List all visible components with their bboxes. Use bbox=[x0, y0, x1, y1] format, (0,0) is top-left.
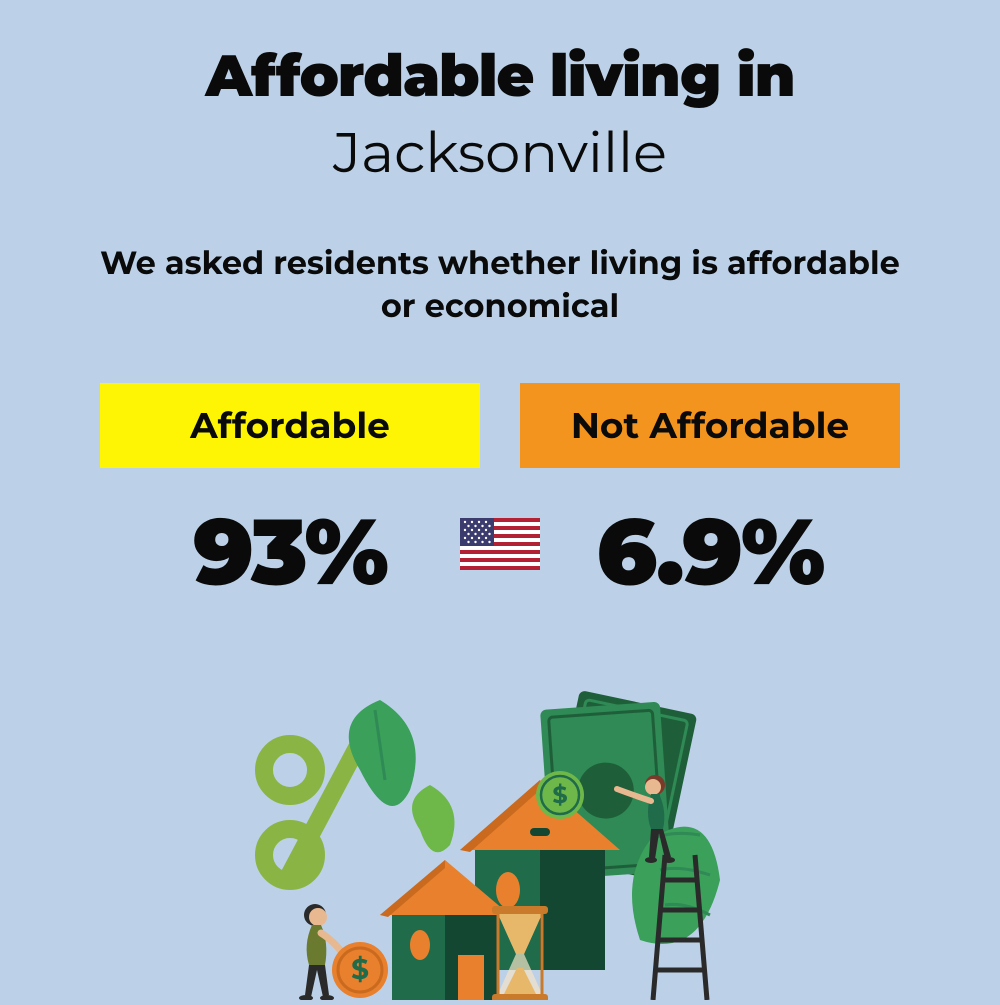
svg-text:$: $ bbox=[552, 781, 567, 810]
stat-value-not-affordable: 6.9% bbox=[597, 496, 824, 608]
stats-row: Affordable 93% bbox=[0, 383, 1000, 608]
stat-not-affordable: Not Affordable 6.9% bbox=[520, 383, 900, 608]
stat-label-affordable: Affordable bbox=[100, 383, 480, 468]
savings-illustration: $ bbox=[220, 680, 780, 1000]
stat-label-not-affordable: Not Affordable bbox=[520, 383, 900, 468]
title-line-1: Affordable living in bbox=[0, 40, 1000, 111]
stat-affordable: Affordable 93% bbox=[100, 383, 480, 608]
stat-value-affordable: 93% bbox=[193, 496, 387, 608]
subtitle-text: We asked residents whether living is aff… bbox=[0, 242, 1000, 328]
title-line-2: Jacksonville bbox=[0, 119, 1000, 187]
flag-icon bbox=[460, 518, 540, 570]
svg-text:$: $ bbox=[351, 953, 369, 987]
